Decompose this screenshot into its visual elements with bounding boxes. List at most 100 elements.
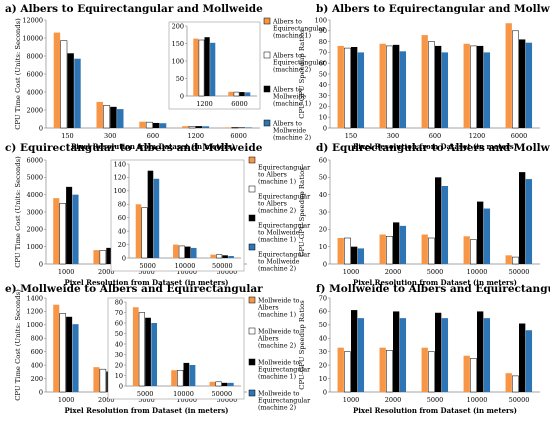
chart-4-inset-ytick-label: 0 <box>119 382 123 390</box>
legend-swatch <box>263 119 271 127</box>
chart-1-bar <box>357 52 365 128</box>
chart-0-ytick-label: 2000 <box>26 106 43 114</box>
chart-4-inset-ytick-label: 80 <box>115 298 123 306</box>
chart-0-inset-bar <box>198 39 205 97</box>
chart-4-inset-bar <box>145 317 151 386</box>
legend-label: Equirectangular to Albers (machine 2) <box>258 194 311 215</box>
chart-5-bar <box>435 312 442 392</box>
chart-2-inset-bar <box>228 255 234 258</box>
chart-3-bar <box>477 201 484 264</box>
chart-2-inset-xtick-label: 10000 <box>175 262 196 270</box>
chart-2-inset-bar <box>185 246 191 258</box>
chart-5-bar <box>525 330 533 392</box>
chart-5-bar <box>483 318 491 392</box>
chart-1-bar <box>512 30 519 129</box>
chart-0-bar <box>117 109 124 128</box>
chart-2-inset-bar <box>190 247 197 258</box>
chart-5-xtick-label: 5000 <box>427 396 444 404</box>
chart-1-bar <box>505 23 512 129</box>
chart-1-xtick-label: 6000 <box>511 132 528 140</box>
chart-1-bar <box>337 45 344 128</box>
chart-4-inset-xtick-label: 5000 <box>137 390 154 398</box>
chart-5-xtick-label: 10000 <box>467 396 488 404</box>
chart-0-inset-bar <box>245 92 251 96</box>
chart-2-title: c) Equirectangular to Albers and Mollwei… <box>5 142 263 154</box>
chart-5-xtick-label: 50000 <box>509 396 530 404</box>
legend-swatch <box>263 17 271 25</box>
chart-3-xtick-label: 10000 <box>467 268 488 276</box>
chart-3-bar <box>435 177 442 264</box>
chart-5-bar <box>357 318 365 392</box>
chart-5-bar <box>470 358 477 393</box>
chart-4-inset-ytick-label: 10 <box>115 372 123 380</box>
chart-4-ylabel: CPU Time Cost (Units: Seconds) <box>14 289 22 401</box>
chart-0-bar <box>53 32 61 128</box>
chart-4-inset-bar <box>171 370 177 386</box>
chart-2-bar <box>53 198 60 264</box>
chart-4-inset-ytick-label: 60 <box>115 319 123 327</box>
chart-4-inset-ytick-label: 30 <box>115 351 123 359</box>
chart-1-bar <box>393 44 400 129</box>
chart-1-bar <box>477 45 484 128</box>
chart-5-title: f) Mollweide to Albers and Equirectangul… <box>316 283 550 295</box>
chart-3-bar <box>483 208 491 264</box>
legend-swatch <box>248 214 256 222</box>
chart-2-inset-bar <box>135 204 142 258</box>
chart-0-ytick-label: 4000 <box>26 88 43 96</box>
chart-4-ytick-label: 1200 <box>26 308 43 316</box>
chart-5-bar <box>441 318 449 392</box>
chart-3-bar <box>344 237 351 265</box>
chart-1-bar <box>421 35 428 129</box>
chart-4-bar <box>59 313 66 393</box>
chart-3-bar <box>393 222 400 264</box>
chart-4-inset-bar <box>189 365 196 386</box>
chart-5-bar <box>505 373 512 392</box>
legend-label: Mollweide to Equirectangular (machine 2) <box>258 391 311 412</box>
chart-5-bar <box>379 347 386 392</box>
chart-5-xtick-label: 2000 <box>385 396 402 404</box>
chart-2-xtick-label: 2000 <box>98 268 115 276</box>
chart-5-ytick-label: 60 <box>319 308 327 316</box>
chart-4-ytick-label: 800 <box>31 335 43 343</box>
chart-1-xtick-label: 150 <box>345 132 357 140</box>
chart-2-inset-bar <box>147 170 154 258</box>
chart-4-ytick-label: 1000 <box>26 321 43 329</box>
chart-3-ylabel: CPU-GPU Speedup Ratios <box>298 167 306 257</box>
chart-2-xtick-label: 50000 <box>217 268 238 276</box>
chart-0-inset-ytick-label: 0 <box>180 92 184 100</box>
chart-4-inset-ytick-label: 40 <box>115 340 123 348</box>
chart-0-inset-bar <box>228 91 234 96</box>
chart-2-inset-ytick-label: 140 <box>114 160 126 168</box>
chart-0-inset-bar <box>193 38 199 96</box>
chart-0-bar <box>96 101 103 128</box>
legend-swatch <box>263 85 271 93</box>
chart-1-bar <box>463 43 470 129</box>
chart-2-ytick-label: 4000 <box>26 191 43 199</box>
chart-1-bar <box>379 43 386 129</box>
chart-2-inset-bar <box>173 244 179 258</box>
chart-2-bar <box>93 250 100 264</box>
chart-2-xtick-label: 1000 <box>58 268 75 276</box>
chart-3-bar <box>386 236 393 265</box>
chart-4-bar <box>72 324 79 392</box>
chart-0-bar <box>74 58 81 129</box>
chart-0-inset-bar <box>210 42 216 96</box>
chart-2-xtick-label: 5000 <box>138 268 155 276</box>
chart-4-inset-ytick-label: 50 <box>115 330 123 338</box>
chart-1-ytick-label: 30 <box>319 92 327 100</box>
chart-1-ytick-label: 20 <box>319 103 327 111</box>
chart-5-ylabel: CPU-GPU Speedup Ratios <box>298 300 306 390</box>
chart-3-bar <box>441 186 449 264</box>
chart-0-inset-bar <box>239 92 245 96</box>
chart-0-bar <box>153 122 160 128</box>
chart-0-xtick-label: 300 <box>104 132 116 140</box>
chart-1-ytick-label: 60 <box>319 60 327 68</box>
chart-4-xtick-label: 5000 <box>138 396 155 404</box>
chart-1-bar <box>525 42 533 128</box>
chart-1-bar <box>344 47 351 129</box>
legend-label: Mollweide to Equirectangular (machine 1) <box>258 360 311 381</box>
chart-5-ytick-label: 30 <box>319 348 327 356</box>
chart-3-bar <box>428 237 435 265</box>
chart-2-inset-bar <box>141 207 148 259</box>
